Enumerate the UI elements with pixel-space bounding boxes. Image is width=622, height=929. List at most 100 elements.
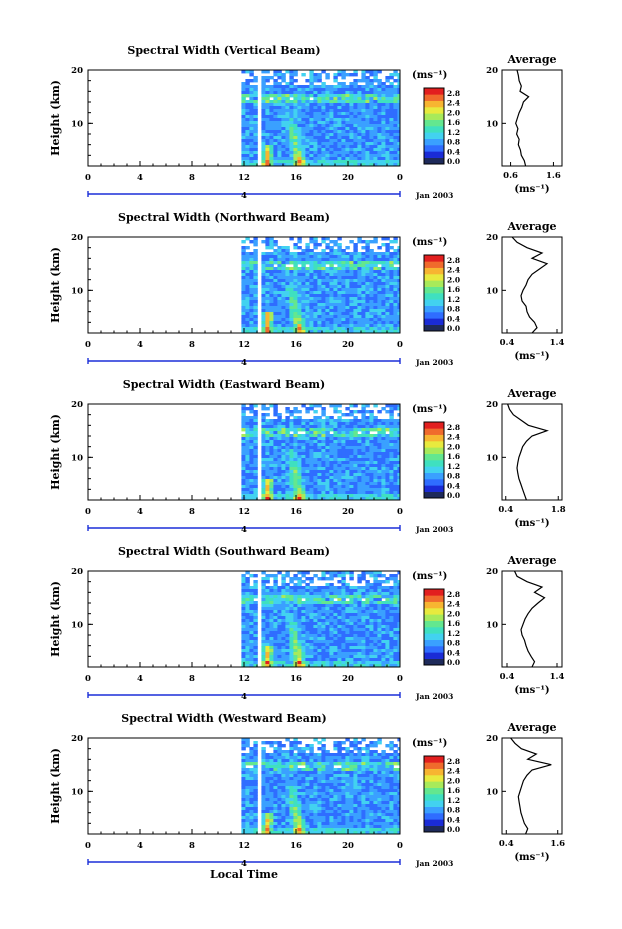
colorbar-tick-label: 2.0	[447, 609, 460, 618]
colorbar-swatch	[424, 274, 444, 281]
colorbar-tick-label: 1.2	[447, 462, 460, 471]
x-axis-label: Local Time	[210, 868, 278, 881]
colorbar-swatch	[424, 434, 444, 442]
profile-x-tick-label: 1.4	[550, 338, 565, 348]
colorbar-tick-label: 1.2	[447, 629, 460, 638]
profile-title: Average	[506, 220, 556, 233]
x-tick-label: 8	[189, 340, 195, 350]
x-tick-label: 20	[342, 674, 354, 684]
colorbar-swatch	[424, 286, 444, 294]
colorbar-tick-label: 1.2	[447, 796, 460, 805]
profile-frame	[501, 737, 563, 835]
profile-x-tick-label: 0.4	[500, 672, 515, 682]
x-tick-label: 0	[85, 173, 91, 183]
heatmap-field	[241, 237, 400, 333]
colorbar-tick-label: 0.0	[447, 658, 460, 667]
x-tick-label: 12	[238, 340, 250, 350]
colorbar-swatch	[424, 466, 444, 473]
colorbar-tick-label: 2.8	[447, 89, 460, 98]
colorbar-swatch	[424, 126, 444, 133]
profile-x-tick-label: 0.6	[503, 171, 518, 181]
date-label: Jan 2003	[415, 525, 453, 534]
colorbar-swatch	[424, 318, 444, 325]
colorbar-tick-label: 1.2	[447, 128, 460, 137]
colorbar-swatch	[424, 293, 444, 300]
colorbar-unit: (ms⁻¹)	[412, 571, 447, 582]
profile-frame	[501, 69, 563, 167]
profile-frame	[501, 570, 563, 668]
colorbar-tick-label: 0.4	[447, 481, 460, 490]
colorbar-tick-label: 2.0	[447, 776, 460, 785]
profile-line	[511, 236, 549, 334]
profile-x-tick-label: 0.4	[499, 839, 514, 849]
date-label: Jan 2003	[415, 859, 453, 868]
y-tick-label: 10	[71, 119, 83, 129]
colorbar-tick-label: 0.0	[447, 491, 460, 500]
profile-line	[513, 570, 546, 668]
profile-x-label: (ms⁻¹)	[514, 518, 549, 529]
colorbar-tick-label: 0.4	[447, 314, 460, 323]
colorbar-tick-label: 0.4	[447, 648, 460, 657]
profile-line	[507, 403, 549, 501]
colorbar-swatch	[424, 620, 444, 628]
colorbar-tick-label: 0.4	[447, 147, 460, 156]
colorbar-swatch	[424, 800, 444, 807]
colorbar-swatch	[424, 428, 444, 435]
y-tick-label: 10	[71, 787, 83, 797]
colorbar-unit: (ms⁻¹)	[412, 70, 447, 81]
x-tick-label: 4	[137, 841, 143, 851]
profile-title: Average	[506, 53, 556, 66]
colorbar-tick-label: 0.4	[447, 815, 460, 824]
panel-2: Spectral Width (Eastward Beam) 10 20 Height…	[49, 378, 566, 535]
colorbar-unit: (ms⁻¹)	[412, 237, 447, 248]
colorbar-tick-label: 2.8	[447, 590, 460, 599]
colorbar-swatch	[424, 787, 444, 795]
profile-x-label: (ms⁻¹)	[514, 351, 549, 362]
colorbar-swatch	[424, 422, 444, 429]
y-axis-label: Height (km)	[49, 581, 62, 657]
date-tick-label: 4	[241, 525, 247, 535]
colorbar-swatch	[424, 261, 444, 268]
colorbar-swatch	[424, 88, 444, 95]
colorbar-unit: (ms⁻¹)	[412, 738, 447, 749]
colorbar-tick-label: 2.8	[447, 423, 460, 432]
x-tick-label: 4	[137, 173, 143, 183]
profile-title: Average	[506, 721, 556, 734]
colorbar-tick-label: 1.6	[447, 786, 460, 795]
colorbar-swatch	[424, 756, 444, 763]
colorbar-tick-label: 0.8	[447, 305, 460, 314]
colorbar-swatch	[424, 633, 444, 640]
x-tick-label: 0	[397, 674, 403, 684]
y-tick-label: 20	[71, 734, 83, 744]
colorbar-swatch	[424, 305, 444, 313]
y-axis-label: Height (km)	[49, 414, 62, 490]
x-tick-label: 8	[189, 674, 195, 684]
colorbar-swatch	[424, 806, 444, 814]
profile-y-label: 20	[486, 734, 498, 744]
colorbar-swatch	[424, 627, 444, 634]
x-tick-label: 4	[137, 340, 143, 350]
colorbar-swatch	[424, 280, 444, 287]
colorbar-swatch	[424, 614, 444, 621]
panel-4: Spectral Width (Westward Beam) 10 20 Height…	[49, 712, 565, 869]
x-tick-label: 0	[397, 841, 403, 851]
profile-x-tick-label: 1.4	[550, 672, 565, 682]
y-tick-label: 10	[71, 453, 83, 463]
heatmap-field	[241, 738, 400, 834]
heatmap-field	[241, 571, 400, 667]
colorbar-tick-label: 1.6	[447, 285, 460, 294]
colorbar-swatch	[424, 601, 444, 609]
x-tick-label: 0	[85, 841, 91, 851]
colorbar-frame	[423, 755, 445, 833]
panel-title: Spectral Width (Eastward Beam)	[123, 378, 325, 391]
panel-0: Spectral Width (Vertical Beam) 10 20 Height…	[49, 44, 563, 201]
profile-line	[515, 69, 530, 167]
profile-y-label: 20	[486, 66, 498, 76]
profile-line	[510, 737, 552, 835]
colorbar-swatch	[424, 819, 444, 826]
x-tick-label: 12	[238, 841, 250, 851]
y-tick-label: 20	[71, 233, 83, 243]
colorbar-swatch	[424, 472, 444, 480]
date-tick-label: 4	[241, 859, 247, 869]
